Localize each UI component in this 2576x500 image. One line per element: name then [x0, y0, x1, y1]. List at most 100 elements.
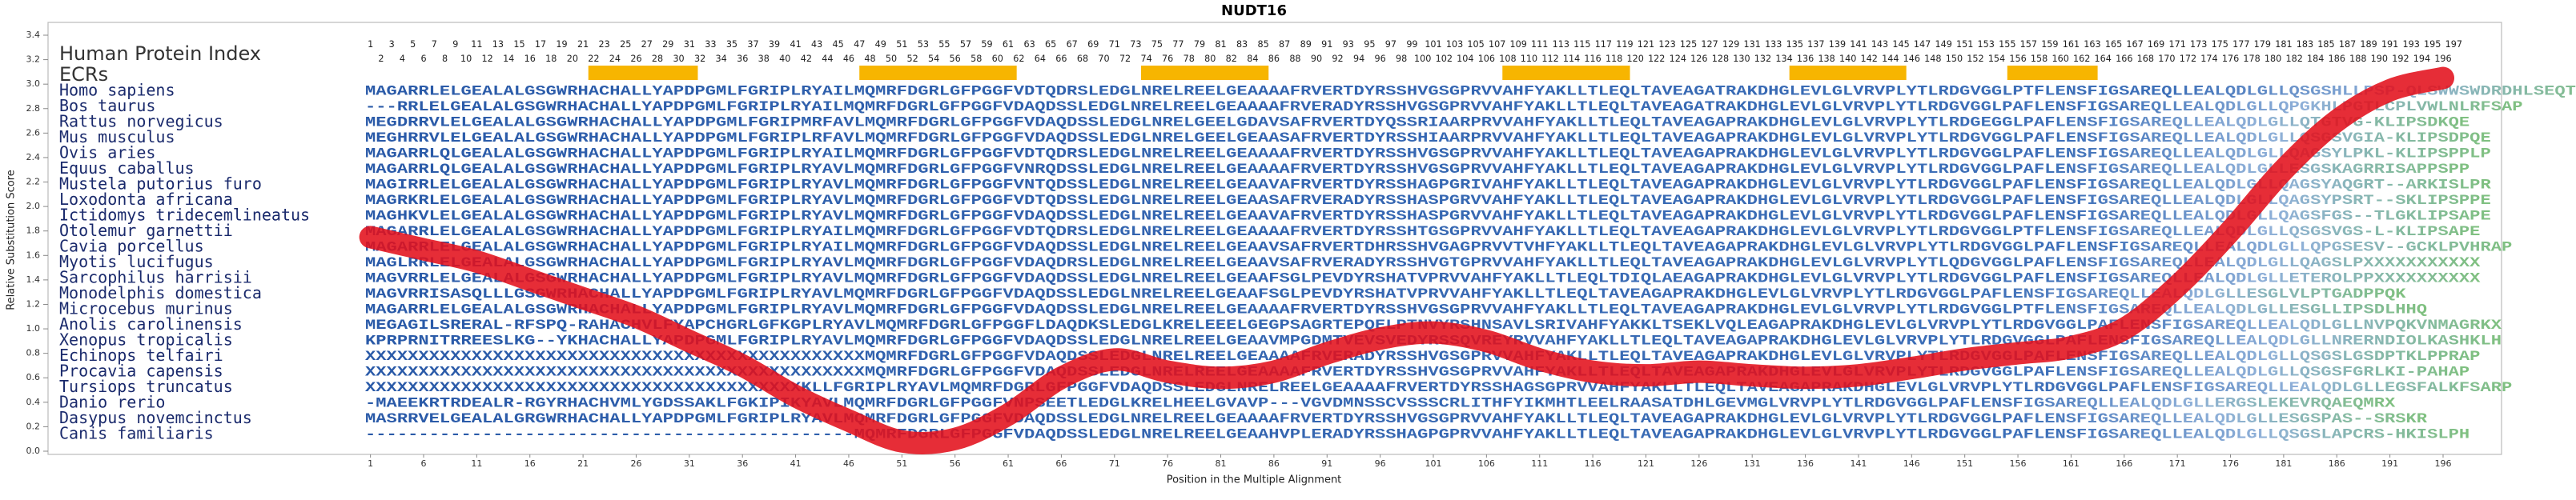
- index-number: 184: [2307, 54, 2324, 64]
- index-number: 86: [1268, 54, 1280, 64]
- x-tick-label: 21: [577, 458, 589, 469]
- index-number: 36: [737, 54, 748, 64]
- index-number: 6: [420, 54, 426, 64]
- sequence: XXXXXXXXXXXXXXXXXXXXXXXXXXXXXXXXXXXXXXXX…: [365, 350, 2480, 365]
- y-tick-label: 0.6: [26, 372, 41, 382]
- y-tick-label: 3.4: [26, 30, 41, 40]
- index-number: 107: [1489, 39, 1505, 50]
- index-number: 87: [1279, 39, 1290, 50]
- species-name: Microcebus murinus: [59, 299, 233, 318]
- index-number: 92: [1332, 54, 1343, 64]
- sequence: MAGARRLELGEALALGSGWRHACHALLYAPDPGMLFGRIP…: [365, 241, 2512, 256]
- index-number: 13: [492, 39, 504, 50]
- index-number: 48: [864, 54, 875, 64]
- x-tick-label: 71: [1109, 458, 1120, 469]
- y-tick-label: 1.0: [26, 323, 41, 334]
- index-number: 37: [747, 39, 758, 50]
- index-number: 187: [2339, 39, 2356, 50]
- index-number: 19: [556, 39, 567, 50]
- index-number: 101: [1425, 39, 1441, 50]
- index-number: 45: [833, 39, 844, 50]
- index-number: 138: [1818, 54, 1835, 64]
- index-number: 103: [1446, 39, 1463, 50]
- index-number: 3: [389, 39, 395, 50]
- index-number: 70: [1098, 54, 1109, 64]
- x-tick-label: 41: [790, 458, 802, 469]
- x-tick-label: 1: [368, 458, 373, 469]
- x-tick-label: 96: [1375, 458, 1386, 469]
- species-name: Mus musculus: [59, 127, 175, 146]
- y-tick-label: 2.8: [26, 103, 41, 114]
- index-number: 151: [1956, 39, 1973, 50]
- species-name: Tursiops truncatus: [59, 377, 233, 396]
- index-number: 119: [1616, 39, 1633, 50]
- index-number: 185: [2317, 39, 2334, 50]
- index-number: 74: [1140, 54, 1151, 64]
- index-number: 136: [1797, 54, 1814, 64]
- index-number: 96: [1375, 54, 1386, 64]
- index-number: 121: [1638, 39, 1654, 50]
- index-number: 100: [1414, 54, 1431, 64]
- index-number: 197: [2445, 39, 2462, 50]
- index-number: 8: [442, 54, 448, 64]
- index-number: 65: [1045, 39, 1056, 50]
- x-tick-label: 151: [1956, 458, 1973, 469]
- index-number: 29: [662, 39, 673, 50]
- species-name: Anolis carolinensis: [59, 314, 243, 334]
- index-number: 182: [2285, 54, 2302, 64]
- species-name: Mustela putorius furo: [59, 174, 262, 194]
- index-number: 165: [2105, 39, 2122, 50]
- index-number: 173: [2190, 39, 2207, 50]
- index-number: 137: [1807, 39, 1824, 50]
- x-tick-label: 81: [1216, 458, 1227, 469]
- index-number: 157: [2020, 39, 2037, 50]
- index-number: 113: [1553, 39, 1569, 50]
- ecr-bar: [2007, 66, 2098, 80]
- index-number: 75: [1151, 39, 1163, 50]
- y-tick-label: 1.8: [26, 226, 41, 236]
- x-tick-label: 51: [896, 458, 907, 469]
- index-number: 152: [1967, 54, 1983, 64]
- index-number: 140: [1839, 54, 1856, 64]
- species-name: Cavia porcellus: [59, 237, 204, 256]
- index-number: 32: [694, 54, 705, 64]
- index-number: 133: [1765, 39, 1782, 50]
- ecr-bar: [859, 66, 1017, 80]
- index-number: 118: [1605, 54, 1622, 64]
- index-number: 122: [1648, 54, 1665, 64]
- x-tick-label: 191: [2381, 458, 2398, 469]
- ecr-bar: [588, 66, 698, 80]
- sequence: MEGHRRVLELGEALALGSGWRHACHALLYAPDPGMLFGRI…: [365, 131, 2491, 146]
- chart-title: NUDT16: [1221, 2, 1287, 19]
- index-number: 55: [938, 39, 950, 50]
- index-number: 43: [811, 39, 822, 50]
- species-name: Homo sapiens: [59, 81, 175, 100]
- x-tick-label: 86: [1268, 458, 1280, 469]
- plot-frame: [47, 22, 2502, 455]
- sequence: XXXXXXXXXXXXXXXXXXXXXXXXXXXXXXXXXXXXXXXX…: [365, 381, 2512, 396]
- species-name: Xenopus tropicalis: [59, 330, 233, 350]
- index-number: 72: [1119, 54, 1131, 64]
- y-tick-label: 3.0: [26, 78, 41, 89]
- index-number: 89: [1300, 39, 1312, 50]
- index-number: 156: [2009, 54, 2026, 64]
- ecr-bar: [1789, 66, 1907, 80]
- index-number: 111: [1531, 39, 1548, 50]
- sequence: MAGLRRLELGEALALGSGWRHACHALLYAPDPGMLFGRIP…: [365, 256, 2481, 271]
- index-number: 50: [886, 54, 897, 64]
- index-number: 179: [2254, 39, 2271, 50]
- index-number: 39: [769, 39, 780, 50]
- index-number: 117: [1595, 39, 1612, 50]
- index-number: 76: [1162, 54, 1173, 64]
- sequence: MAGARRLQLGEALALGSGWRHACHALLYAPDPGMLFGRIP…: [365, 162, 2470, 178]
- species-name: Bos taurus: [59, 96, 155, 115]
- y-tick-label: 2.4: [26, 152, 41, 162]
- x-axis-label: Position in the Multiple Alignment: [1167, 474, 1342, 486]
- index-number: 108: [1499, 54, 1516, 64]
- index-number: 66: [1055, 54, 1067, 64]
- index-number: 180: [2265, 54, 2281, 64]
- index-number: 11: [471, 39, 482, 50]
- index-number: 80: [1204, 54, 1216, 64]
- ecr-label: ECRs: [59, 63, 108, 86]
